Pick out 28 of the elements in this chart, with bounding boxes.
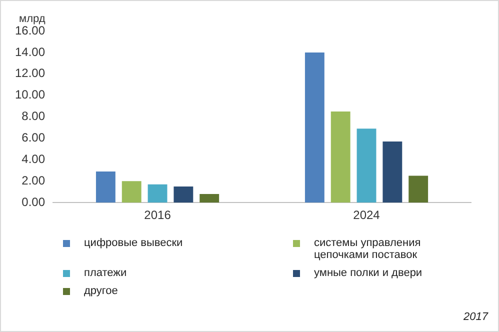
y-axis-title: млрд	[19, 13, 46, 25]
y-tick-label: 4.00	[22, 152, 46, 166]
bar	[200, 194, 220, 203]
legend-label: платежи	[84, 267, 128, 279]
y-tick-label: 6.00	[22, 130, 46, 145]
y-tick-label: 2.00	[22, 173, 46, 188]
bar	[174, 186, 194, 203]
bar	[382, 141, 402, 203]
bar	[330, 111, 350, 203]
bar	[148, 184, 168, 203]
legend-label: умные полки и двери	[314, 267, 424, 279]
bar	[356, 128, 376, 203]
bar	[96, 172, 116, 203]
x-tick-label: 2024	[353, 208, 380, 222]
y-tick-label: 16.00	[15, 23, 46, 38]
legend-label: системы управления цепочками поставок	[314, 237, 422, 261]
y-tick-label: 8.00	[22, 109, 46, 124]
bar	[122, 181, 142, 203]
legend-label: цифровые вывески	[84, 237, 184, 249]
y-tick-label: 12.00	[15, 66, 46, 80]
bar	[408, 176, 428, 203]
y-tick-label: 14.00	[15, 44, 46, 59]
legend-label: другое	[84, 285, 119, 297]
y-tick-label: 10.00	[15, 88, 46, 102]
bar	[304, 52, 324, 203]
text: 2017	[464, 311, 488, 323]
y-tick-label: 0.00	[22, 194, 46, 209]
x-tick-label: 2016	[144, 208, 172, 222]
